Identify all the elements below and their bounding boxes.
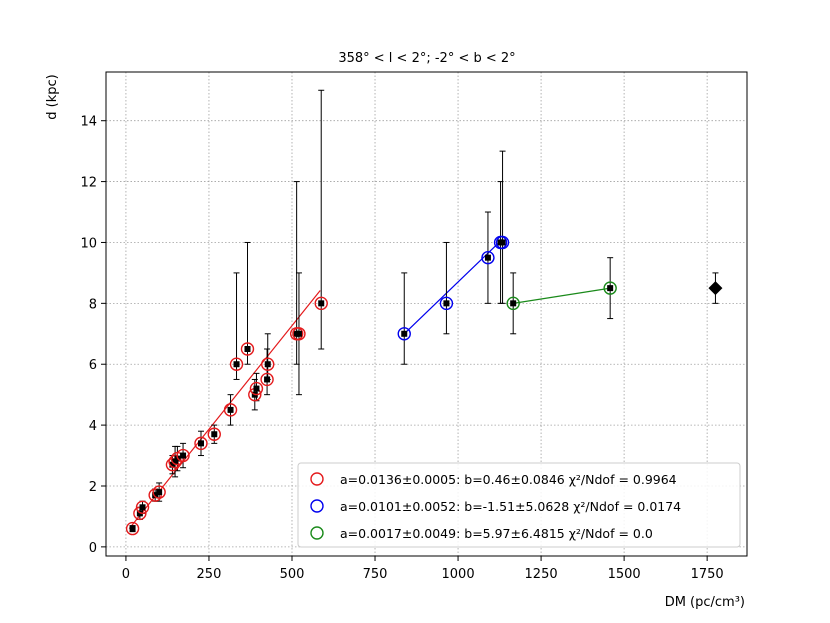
data-marker-red [180, 452, 187, 459]
plot-frame [105, 71, 748, 557]
data-marker-red [129, 525, 136, 532]
data-point-red [229, 357, 244, 371]
data-point-red [260, 372, 274, 387]
data-marker-red [233, 361, 240, 368]
data-point-green [506, 296, 520, 311]
data-marker-red [172, 458, 179, 465]
data-point-blue [481, 250, 495, 265]
extra-point-diamond [708, 281, 723, 296]
data-point-red [240, 342, 255, 356]
data-point-red [152, 485, 166, 499]
legend: a=0.0136±0.0005: b=0.46±0.0846 χ²/Ndof =… [297, 462, 741, 548]
data-point-red [194, 436, 208, 451]
x-axis-label: DM (pc/cm³) [665, 595, 745, 610]
data-point-red [292, 327, 306, 341]
data-marker-red [156, 489, 163, 496]
data-point-red [148, 488, 162, 502]
data-point-blue [495, 235, 510, 250]
data-point-blue [397, 327, 411, 341]
data-point-red [135, 500, 150, 514]
y-tick-label: 0 [89, 541, 97, 556]
legend-marker-blue [310, 499, 324, 513]
data-marker-blue [401, 330, 408, 337]
x-tick-label: 750 [363, 567, 388, 582]
data-marker-red [197, 440, 204, 447]
y-tick-label: 6 [89, 358, 97, 373]
data-marker-red [227, 406, 234, 413]
y-tick-label: 8 [89, 297, 97, 312]
x-tick-label: 1000 [442, 567, 475, 582]
axis-ticks: 0 250 500 750 1000 1250 1500 1750 0 2 4 6 8 10 12 14 [80, 115, 723, 582]
x-tick-label: 1250 [525, 567, 558, 582]
data-marker-red [318, 300, 325, 307]
data-marker-blue [443, 300, 450, 307]
data-point-red [223, 403, 238, 417]
y-axis-label: d (kpc) [45, 74, 60, 119]
x-tick-label: 1750 [691, 567, 724, 582]
data-point-red [176, 448, 190, 463]
legend-entry-red: a=0.0136±0.0005: b=0.46±0.0846 χ²/Ndof =… [340, 472, 677, 487]
data-marker-red [295, 330, 302, 337]
y-tick-label: 2 [89, 480, 97, 495]
legend-entry-blue: a=0.0101±0.0052: b=-1.51±5.0628 χ²/Ndof … [340, 499, 681, 514]
data-point-red [125, 521, 140, 536]
data-point-red [261, 357, 275, 371]
legend-entry-green: a=0.0017±0.0049: b=5.97±6.4815 χ²/Ndof =… [340, 526, 653, 541]
data-marker-blue [484, 254, 491, 261]
data-marker-red [244, 346, 251, 353]
legend-box [297, 462, 741, 548]
x-tick-label: 500 [280, 567, 305, 582]
data-marker-red [169, 461, 176, 468]
x-tick-label: 250 [197, 567, 222, 582]
grid-lines [106, 72, 747, 556]
y-tick-label: 12 [80, 176, 97, 191]
data-point-red [207, 427, 221, 441]
legend-marker-red [310, 472, 324, 486]
y-tick-label: 10 [80, 236, 97, 251]
fit-line-green [513, 287, 611, 304]
data-point-green [603, 281, 617, 295]
x-tick-label: 1500 [608, 567, 641, 582]
chart-title: 358° < l < 2°; -2° < b < 2° [338, 51, 515, 66]
data-marker-green [510, 300, 517, 307]
data-marker-blue [499, 239, 506, 246]
data-point-red [314, 296, 328, 311]
data-marker-red [211, 431, 218, 438]
y-tick-label: 4 [89, 419, 97, 434]
data-point-red [249, 381, 264, 396]
data-marker-green [607, 285, 614, 292]
data-point-blue [439, 296, 454, 311]
data-marker-red [152, 492, 159, 499]
legend-marker-green [310, 526, 324, 540]
data-marker-red [253, 385, 260, 392]
y-tick-label: 14 [80, 115, 97, 130]
x-tick-label: 0 [122, 567, 130, 582]
data-marker-red [264, 361, 271, 368]
plot-area [125, 89, 723, 536]
data-marker-red [264, 376, 271, 383]
data-marker-red [139, 504, 146, 511]
